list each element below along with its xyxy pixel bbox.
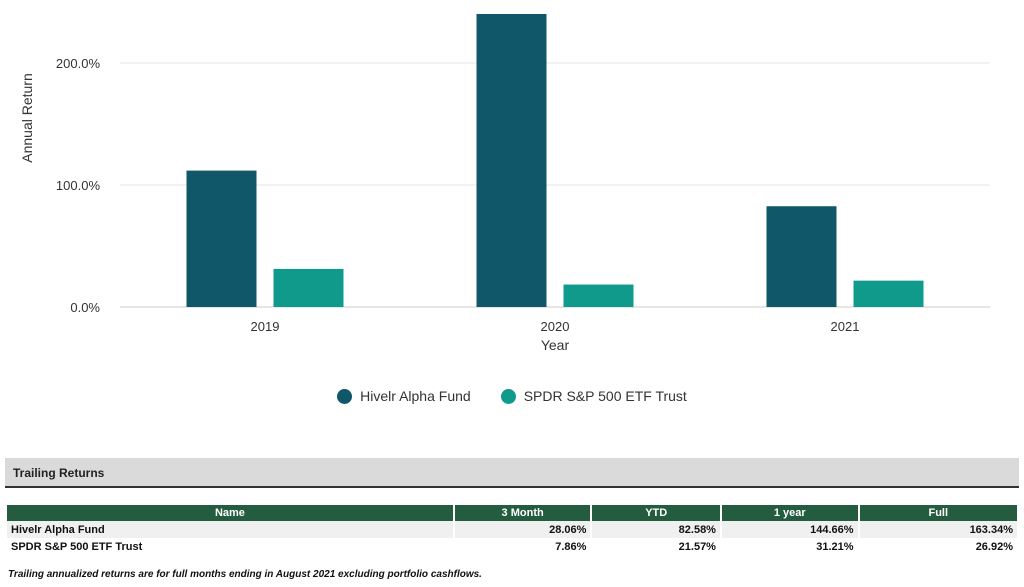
cell-full: 163.34% [859,521,1017,538]
y-tick-label: 200.0% [56,56,101,71]
legend-marker-hivelr [337,388,353,404]
y-axis-title: Annual Return [19,73,35,163]
x-tick-label: 2021 [831,319,860,334]
cell-1year: 144.66% [721,521,858,538]
col-header-1year: 1 year [721,505,858,521]
col-header-ytd: YTD [592,505,720,521]
col-header-3month: 3 Month [454,505,591,521]
cell-full: 26.92% [975,540,1013,553]
chart-legend: Hivelr Alpha Fund SPDR S&P 500 ETF Trust [0,384,1024,408]
y-tick-label: 0.0% [70,300,100,315]
bar-2-1 [853,280,924,307]
x-axis-title: Year [541,337,570,353]
x-tick-label: 2020 [541,319,570,334]
col-header-full: Full [859,505,1017,521]
legend-label-hivelr: Hivelr Alpha Fund [360,388,471,404]
cell-ytd: 21.57% [678,540,716,553]
col-header-name: Name [7,505,453,521]
legend-marker-spdr [500,388,516,404]
footnote: Trailing annualized returns are for full… [8,569,482,580]
bar-0-0 [186,170,257,307]
trailing-returns-header: Trailing Returns [5,458,1019,488]
legend-item-hivelr[interactable]: Hivelr Alpha Fund [337,388,471,404]
bar-1-1 [563,284,634,307]
table-row: Hivelr Alpha Fund 28.06% 82.58% 144.66% … [7,521,1017,538]
x-tick-label: 2019 [251,319,280,334]
legend-item-spdr[interactable]: SPDR S&P 500 ETF Trust [500,388,687,404]
trailing-returns-title: Trailing Returns [13,466,105,480]
bar-chart: 0.0% 100.0% 200.0% 2019 2020 2021 Year Annual R… [19,14,990,353]
bar-1-0 [476,14,547,307]
cell-3month: 28.06% [454,521,591,538]
cell-1year: 31.21% [816,540,854,553]
cell-name: Hivelr Alpha Fund [7,521,453,538]
bar-2-0 [766,206,837,307]
y-tick-label: 100.0% [56,178,101,193]
cell-name: SPDR S&P 500 ETF Trust [11,540,143,553]
bar-0-1 [273,268,344,307]
trailing-returns-table: Name 3 Month YTD 1 year Full Hivelr Alph… [5,505,1019,555]
table-header-row: Name 3 Month YTD 1 year Full [7,505,1017,521]
cell-ytd: 82.58% [592,521,720,538]
table-row: SPDR S&P 500 ETF Trust 7.86% 21.57% 31.2… [7,538,1017,555]
legend-label-spdr: SPDR S&P 500 ETF Trust [523,388,687,404]
cell-3month: 7.86% [555,540,587,553]
